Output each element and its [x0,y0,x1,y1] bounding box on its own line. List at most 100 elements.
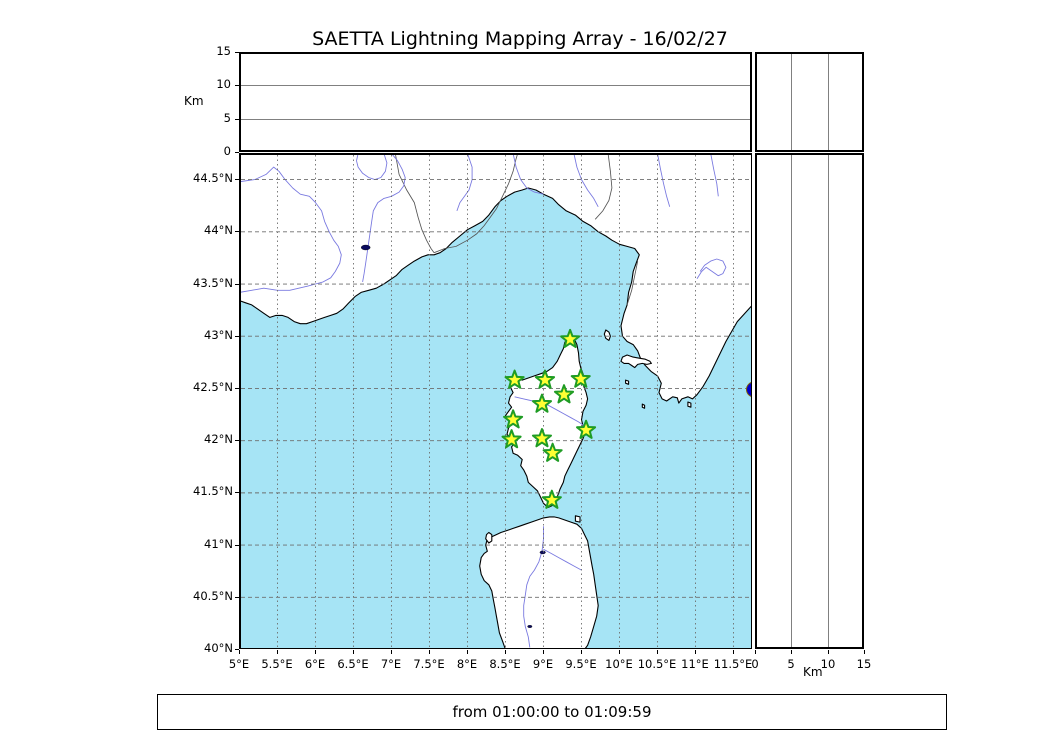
top-panel-ytick-label-15: 15 [216,44,231,58]
time-range-status-bar: from 01:00:00 to 01:09:59 [157,694,947,730]
top-panel-ytick [235,85,239,87]
river-line [361,154,406,282]
map-xtick-label-0: 5°E [228,657,250,671]
map-ytick-label-5: 42.5°N [193,380,233,394]
map-xtick [695,650,697,654]
map-xtick-label-2: 6°E [304,657,326,671]
map-xtick-label-3: 6.5°E [337,657,369,671]
sardinia-island [478,515,599,648]
top-panel-ytick [235,52,239,54]
map-ytick [235,388,239,390]
map-ytick [235,336,239,338]
map-ytick [235,545,239,547]
top-panel-ytick [235,119,239,121]
map-xtick-label-1: 5.5°E [261,657,293,671]
map-xtick [619,650,621,654]
map-xtick-label-10: 10°E [605,657,633,671]
top-panel-ytick-label-5: 5 [223,111,231,125]
right-panel-gridline [791,155,792,647]
map-xtick [505,650,507,654]
corner-panel-gridline [828,54,829,150]
map-xtick [733,650,735,654]
top-panel-ytick-label-10: 10 [216,77,231,91]
lma-station-marker-7[interactable] [501,428,522,448]
elba-island [619,353,652,368]
giglio-island [686,400,691,408]
administrative-border [594,154,612,220]
map-ytick-label-1: 40.5°N [193,589,233,603]
lma-station-marker-8[interactable] [531,427,552,447]
top-panel-gridline [241,119,750,120]
lma-station-marker-1[interactable] [504,369,525,389]
river-line [696,258,726,279]
map-xtick [429,650,431,654]
river-line [573,154,599,207]
map-ytick-label-6: 43°N [204,328,233,342]
map-ytick [235,284,239,286]
administrative-border [626,260,638,305]
map-ytick [235,440,239,442]
pianosa-island [624,379,629,385]
map-xtick [467,650,469,654]
right-panel-xtick-label-0: 0 [751,657,759,671]
right-panel-xtick [864,650,866,654]
lma-station-marker-11[interactable] [541,489,562,509]
river-line [512,154,544,195]
river-line [455,154,473,211]
map-xtick-label-6: 8°E [456,657,478,671]
map-ytick [235,231,239,233]
corner-panel-gridline [791,54,792,150]
lma-station-marker-4[interactable] [553,383,574,403]
montecristo-island [641,403,645,409]
river-line [513,395,585,426]
right-altitude-panel [755,153,864,649]
map-ytick [235,649,239,651]
lma-station-marker-10[interactable] [542,442,563,462]
lake [360,244,370,250]
map-ytick-label-7: 43.5°N [193,276,233,290]
corsica-island [504,333,588,508]
map-xtick-label-13: 11.5°E [713,657,753,671]
map-xtick-label-4: 7°E [380,657,402,671]
map-ytick [235,492,239,494]
lma-station-marker-9[interactable] [575,419,596,439]
river-line [710,154,719,196]
river-line [656,154,670,207]
map-xtick [239,650,241,654]
map-xtick [353,650,355,654]
right-panel-xtick [791,650,793,654]
time-range-text: from 01:00:00 to 01:09:59 [452,703,652,721]
map-xtick-label-8: 9°E [532,657,554,671]
map-ytick-label-4: 42°N [204,432,233,446]
right-panel-xtick-label-15: 15 [856,657,872,671]
lma-station-marker-3[interactable] [570,368,591,388]
map-xtick [657,650,659,654]
maddalena-island [574,514,581,523]
page-title: SAETTA Lightning Mapping Array - 16/02/2… [312,28,728,50]
map-canvas [240,154,751,648]
lma-station-marker-0[interactable] [559,328,580,348]
lightning-source-dot[interactable] [745,381,751,397]
lma-station-marker-2[interactable] [534,369,555,389]
top-panel-ylabel: Km [184,94,204,108]
lma-station-marker-5[interactable] [531,393,552,413]
map-ytick-label-0: 40°N [204,641,233,655]
lma-station-marker-6[interactable] [502,408,523,428]
map-xtick-label-7: 8.5°E [489,657,521,671]
top-panel-gridline [241,85,750,86]
map-xtick [315,650,317,654]
corner-panel [755,52,864,152]
map-ytick-label-8: 44°N [204,223,233,237]
map-ytick-label-2: 41°N [204,537,233,551]
map-ytick [235,179,239,181]
map-xtick [277,650,279,654]
river-line [355,154,387,180]
right-panel-xlabel: Km [803,665,823,679]
map-xtick [391,650,393,654]
top-panel-ytick [235,152,239,154]
map-ytick-label-3: 41.5°N [193,484,233,498]
map-xtick-label-5: 7.5°E [413,657,445,671]
lake [526,624,532,628]
right-panel-xtick [755,650,757,654]
